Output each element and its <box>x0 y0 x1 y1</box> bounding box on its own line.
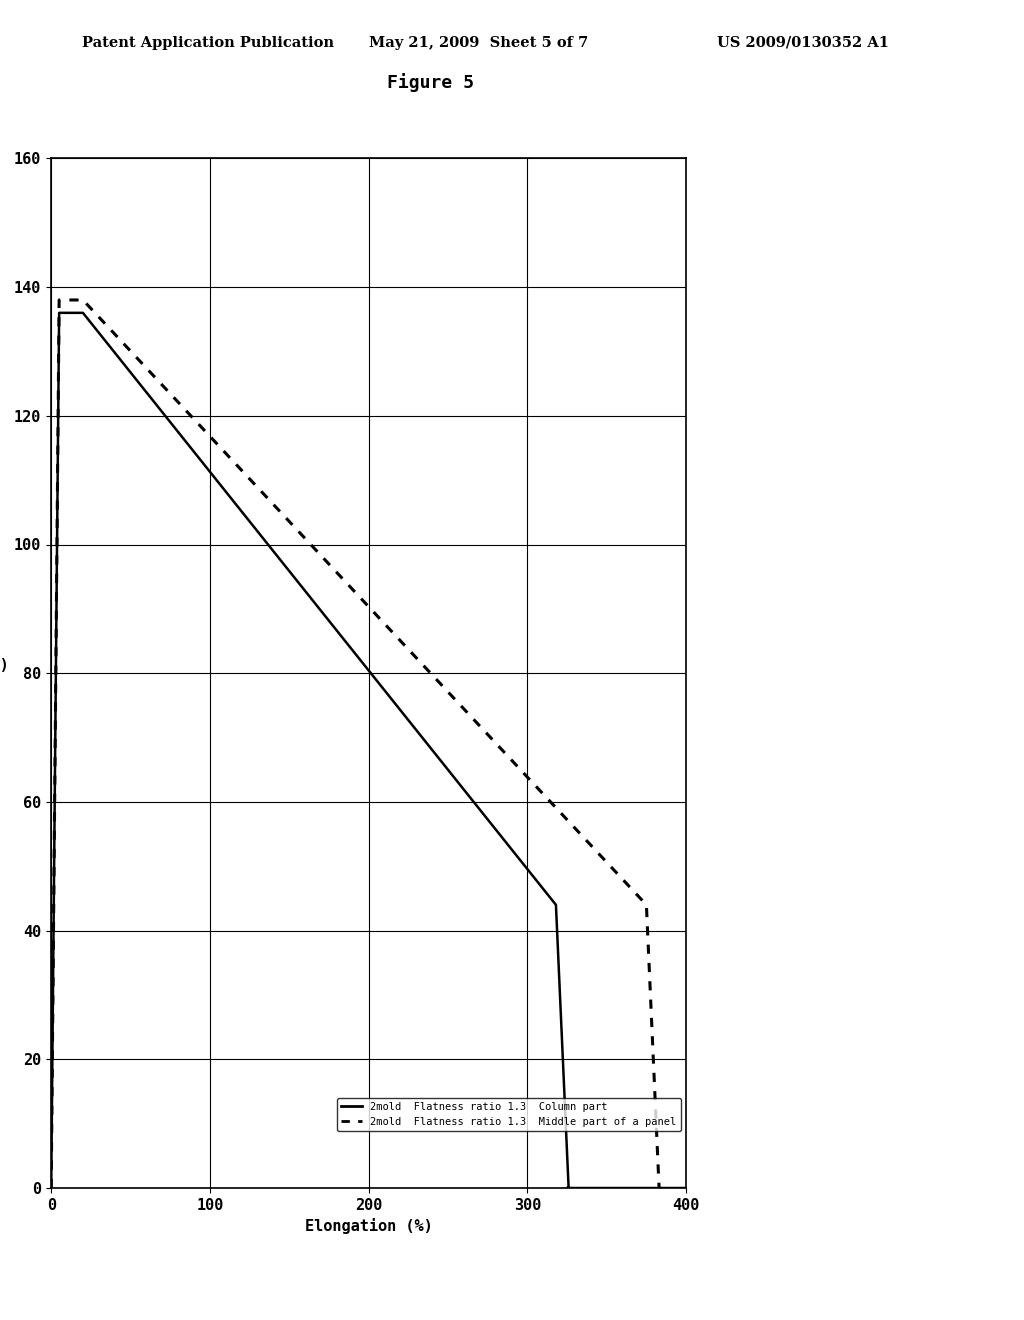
2mold  Flatness ratio 1.3  Middle part of a panel <box>512 759 524 775</box>
Line: 2mold  Flatness ratio 1.3  Column part: 2mold Flatness ratio 1.3 Column part <box>51 313 686 1188</box>
2mold  Flatness ratio 1.3  Middle part of a panel <box>53 292 66 308</box>
Legend: 2mold  Flatness ratio 1.3  Column part, 2mold  Flatness ratio 1.3  Middle part o: 2mold Flatness ratio 1.3 Column part, 2m… <box>337 1098 681 1131</box>
2mold  Flatness ratio 1.3  Column part <box>251 523 263 539</box>
2mold  Flatness ratio 1.3  Middle part of a panel <box>46 1081 58 1097</box>
2mold  Flatness ratio 1.3  Column part <box>555 1018 567 1034</box>
Text: Figure 5: Figure 5 <box>387 73 473 91</box>
2mold  Flatness ratio 1.3  Middle part of a panel <box>298 529 310 545</box>
2mold  Flatness ratio 1.3  Middle part of a panel <box>519 767 531 783</box>
Line: 2mold  Flatness ratio 1.3  Middle part of a panel: 2mold Flatness ratio 1.3 Middle part of … <box>51 300 659 1188</box>
Text: May 21, 2009  Sheet 5 of 7: May 21, 2009 Sheet 5 of 7 <box>369 36 588 50</box>
2mold  Flatness ratio 1.3  Column part <box>407 717 419 733</box>
Text: US 2009/0130352 A1: US 2009/0130352 A1 <box>717 36 889 50</box>
Y-axis label: Stress (N/mm²): Stress (N/mm²) <box>0 659 8 673</box>
2mold  Flatness ratio 1.3  Column part <box>214 478 226 494</box>
2mold  Flatness ratio 1.3  Column part <box>45 1180 57 1196</box>
2mold  Flatness ratio 1.3  Column part <box>148 395 161 411</box>
2mold  Flatness ratio 1.3  Middle part of a panel <box>77 292 89 308</box>
2mold  Flatness ratio 1.3  Column part <box>680 1180 692 1196</box>
2mold  Flatness ratio 1.3  Column part <box>53 305 66 321</box>
X-axis label: Elongation (%): Elongation (%) <box>305 1218 432 1234</box>
2mold  Flatness ratio 1.3  Middle part of a panel <box>651 1148 664 1164</box>
2mold  Flatness ratio 1.3  Column part <box>83 313 95 329</box>
Text: Patent Application Publication: Patent Application Publication <box>82 36 334 50</box>
2mold  Flatness ratio 1.3  Middle part of a panel <box>45 1180 57 1196</box>
2mold  Flatness ratio 1.3  Middle part of a panel <box>653 1180 666 1196</box>
